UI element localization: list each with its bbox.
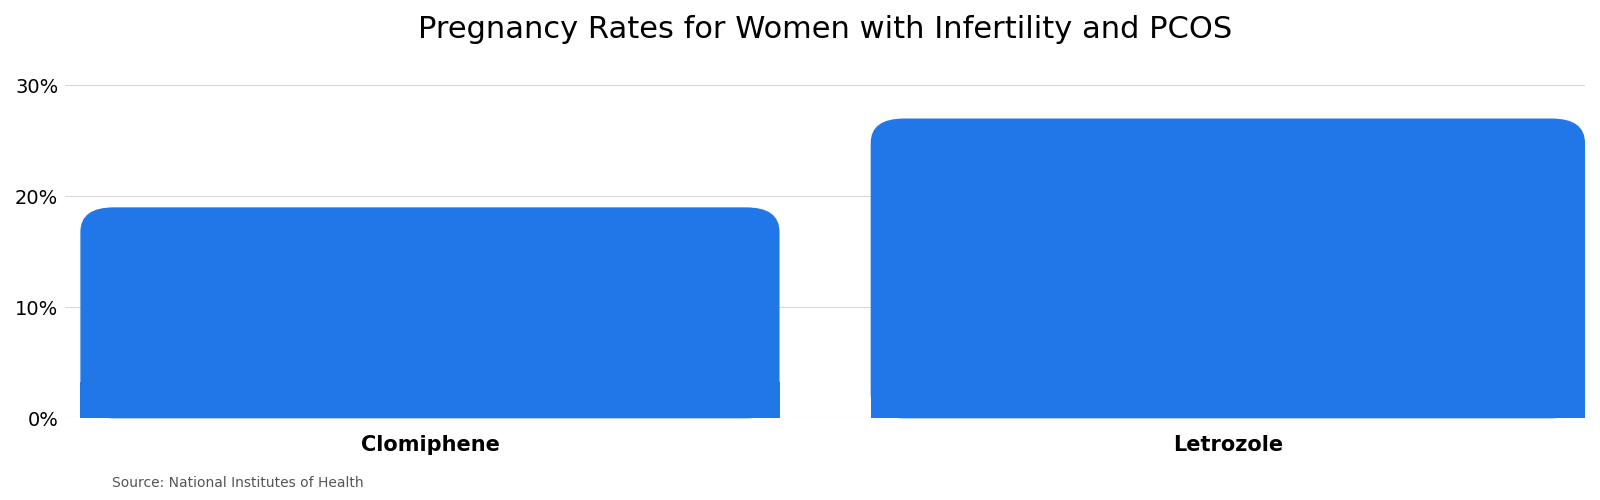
FancyBboxPatch shape [870, 118, 1586, 418]
Text: Source: National Institutes of Health: Source: National Institutes of Health [112, 476, 363, 490]
Bar [80, 382, 779, 418]
Title: Pregnancy Rates for Women with Infertility and PCOS: Pregnancy Rates for Women with Infertili… [418, 15, 1232, 44]
Bar [870, 382, 1586, 418]
FancyBboxPatch shape [80, 208, 779, 418]
